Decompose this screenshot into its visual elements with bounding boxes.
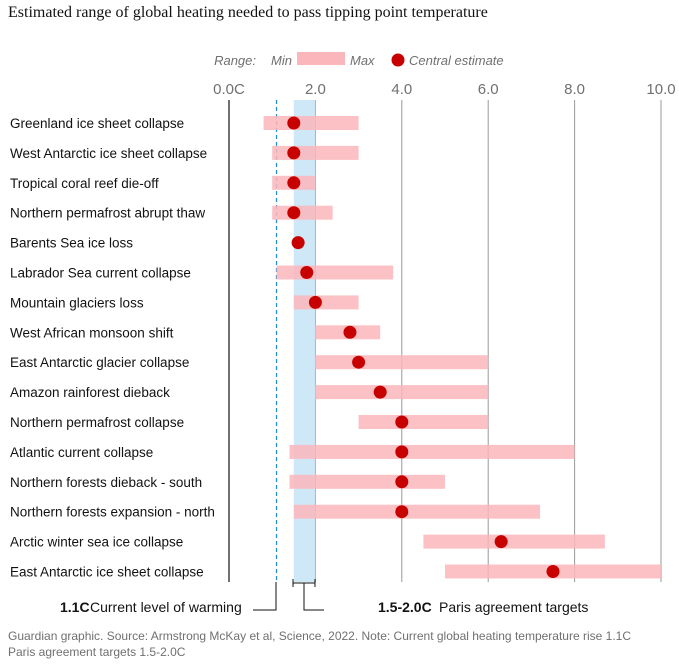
central-dots bbox=[287, 116, 560, 578]
category-label: West African monsoon shift bbox=[10, 325, 174, 340]
paris-label: Paris agreement targets bbox=[439, 599, 588, 615]
category-label: Labrador Sea current collapse bbox=[10, 266, 191, 281]
footer: Guardian graphic. Source: Armstrong McKa… bbox=[8, 628, 673, 660]
range-bar bbox=[289, 474, 445, 489]
range-bar bbox=[289, 444, 575, 459]
legend: Range: Min Max Central estimate bbox=[214, 52, 504, 68]
current-warming-bracket bbox=[253, 582, 277, 611]
range-bar bbox=[276, 265, 394, 280]
central-estimate-dot bbox=[287, 206, 301, 220]
range-bar bbox=[263, 116, 359, 130]
range-bar bbox=[315, 385, 489, 400]
x-tick-label: 6.0 bbox=[478, 81, 499, 98]
paris-leader-line bbox=[303, 583, 324, 611]
category-label: Tropical coral reef die-off bbox=[10, 176, 159, 191]
central-estimate-dot bbox=[373, 385, 387, 399]
category-label: Barents Sea ice loss bbox=[10, 236, 133, 251]
category-label: East Antarctic ice sheet collapse bbox=[10, 565, 204, 580]
annotations: 1.1C Current level of warming 1.5-2.0C P… bbox=[60, 579, 588, 615]
x-tick-label: 10.0 bbox=[646, 81, 675, 98]
central-estimate-dot bbox=[343, 325, 357, 339]
range-bar bbox=[272, 145, 359, 160]
range-bar bbox=[293, 504, 541, 519]
current-warming-label: Current level of warming bbox=[90, 599, 242, 615]
category-label: Atlantic current collapse bbox=[10, 445, 153, 460]
x-tick-label: 4.0 bbox=[391, 81, 412, 98]
central-estimate-dot bbox=[395, 445, 409, 459]
central-estimate-dot bbox=[287, 176, 301, 190]
range-bars bbox=[263, 116, 661, 579]
range-bar bbox=[423, 534, 605, 549]
category-label: East Antarctic glacier collapse bbox=[10, 355, 189, 370]
legend-range-swatch bbox=[297, 52, 345, 65]
paris-value: 1.5-2.0C bbox=[378, 599, 432, 615]
legend-central-dot bbox=[391, 53, 405, 67]
x-tick-label: 2.0 bbox=[305, 81, 326, 98]
central-estimate-dot bbox=[546, 565, 560, 578]
category-label: West Antarctic ice sheet collapse bbox=[10, 146, 207, 161]
category-labels: Greenland ice sheet collapse West Antarct… bbox=[10, 116, 215, 580]
central-estimate-dot bbox=[494, 535, 508, 549]
central-estimate-dot bbox=[395, 415, 409, 429]
legend-central-label: Central estimate bbox=[409, 53, 504, 68]
legend-min-label: Min bbox=[271, 53, 292, 68]
category-label: Northern forests dieback - south bbox=[10, 475, 202, 490]
central-estimate-dot bbox=[291, 236, 305, 250]
x-tick-label: 0.0C bbox=[213, 81, 245, 98]
category-label: Amazon rainforest dieback bbox=[10, 385, 170, 400]
paris-target-band bbox=[293, 100, 316, 582]
central-estimate-dot bbox=[300, 266, 314, 279]
central-estimate-dot bbox=[395, 475, 409, 489]
legend-max-label: Max bbox=[350, 53, 375, 68]
category-label: Northern forests expansion - north bbox=[10, 505, 215, 520]
range-bar bbox=[272, 205, 333, 220]
footer-source: Guardian graphic. Source: Armstrong McKa… bbox=[8, 629, 631, 643]
range-bar bbox=[358, 415, 489, 429]
central-estimate-dot bbox=[352, 355, 366, 369]
central-estimate-dot bbox=[395, 505, 409, 519]
x-tick-label: 8.0 bbox=[564, 81, 585, 98]
central-estimate-dot bbox=[287, 116, 301, 130]
category-label: Greenland ice sheet collapse bbox=[10, 116, 184, 131]
range-bar bbox=[315, 355, 489, 370]
current-warming-value: 1.1C bbox=[60, 599, 90, 615]
range-bar bbox=[293, 295, 359, 310]
central-estimate-dot bbox=[308, 295, 322, 309]
category-label: Arctic winter sea ice collapse bbox=[10, 535, 183, 550]
footer-note: Paris agreement targets 1.5-2.0C bbox=[8, 645, 186, 659]
category-label: Mountain glaciers loss bbox=[10, 295, 144, 310]
central-estimate-dot bbox=[287, 146, 301, 160]
legend-range-label: Range: bbox=[214, 53, 256, 68]
category-label: Northern permafrost abrupt thaw bbox=[10, 206, 205, 221]
category-label: Northern permafrost collapse bbox=[10, 415, 184, 430]
chart-title: Estimated range of global heating needed… bbox=[8, 4, 488, 21]
